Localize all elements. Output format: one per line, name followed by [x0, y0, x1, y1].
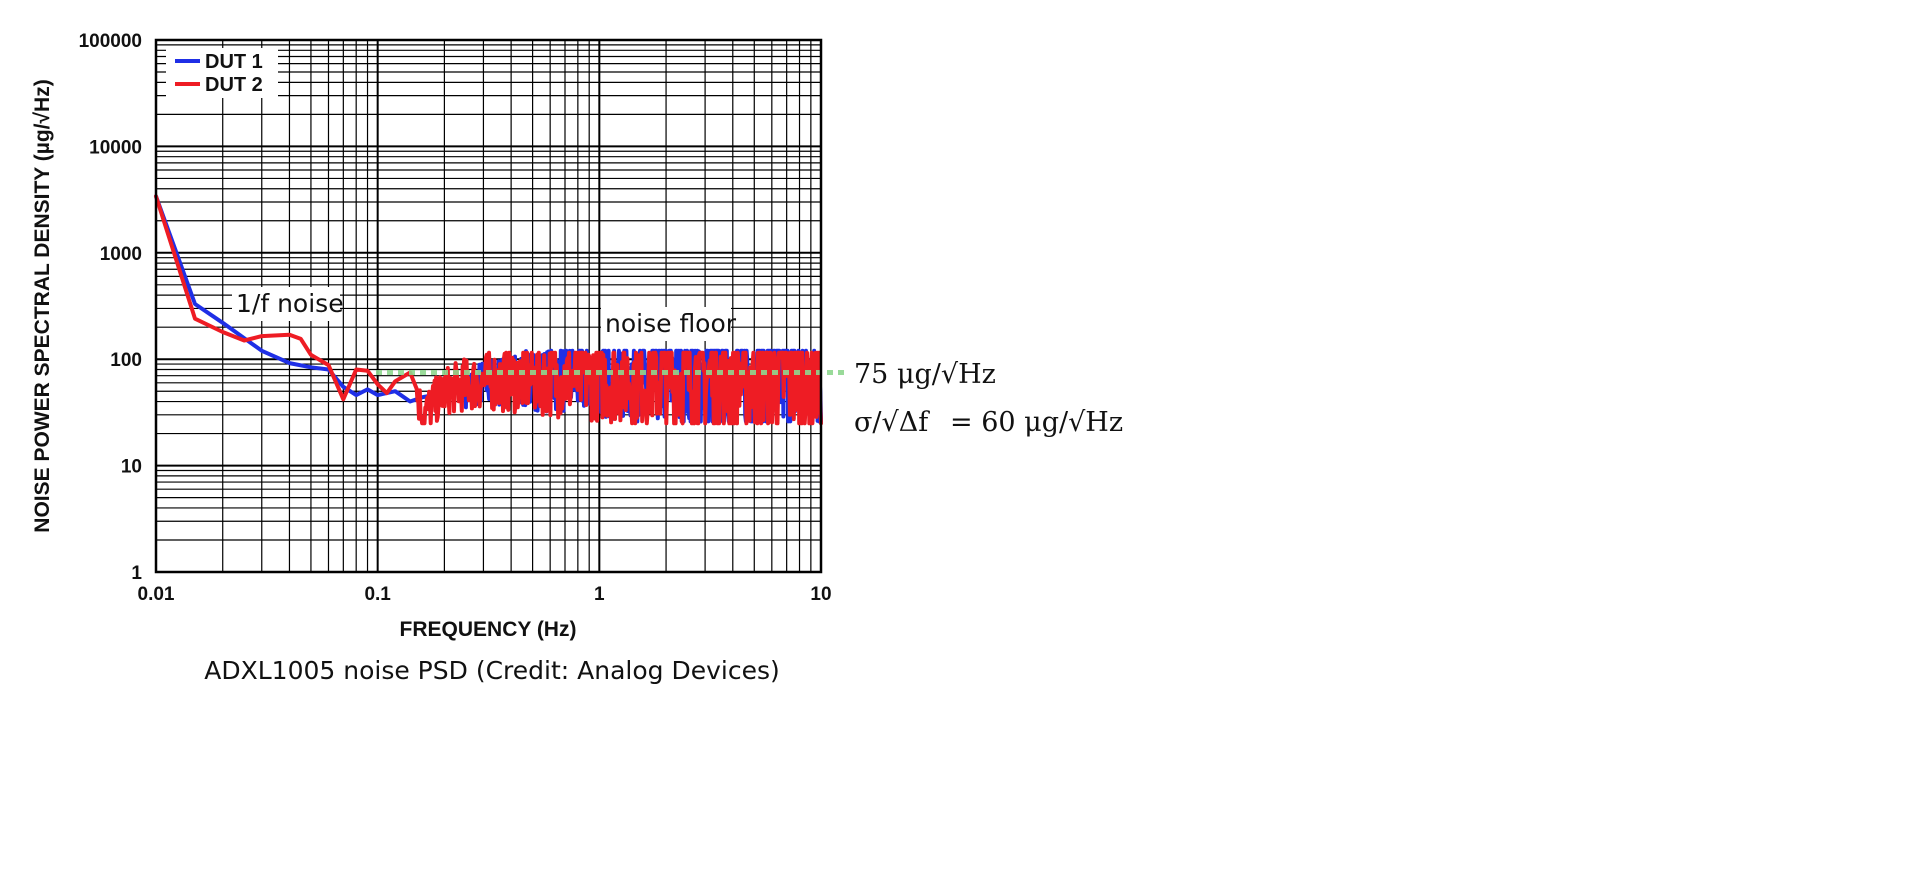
series-layer [154, 194, 823, 426]
y-axis-title: NOISE POWER SPECTRAL DENSITY (µg/√Hz) [31, 79, 54, 532]
y-tick-label: 10 [121, 457, 142, 478]
one-over-f-label: 1/f noise [236, 289, 344, 318]
y-tick-label: 1000 [100, 244, 142, 265]
noise-floor-label-bg [601, 307, 731, 341]
x-tick-label: 10 [810, 584, 831, 605]
sigma-equation-rhs: = 60 μg/√Hz [950, 407, 1123, 438]
legend-label-dut1: DUT 1 [205, 51, 263, 73]
one-over-f-label-bg [232, 287, 340, 321]
sigma-equation-lhs: σ/√Δf [854, 407, 930, 438]
y-tick-label: 10000 [89, 137, 142, 158]
y-tick-label: 1 [131, 563, 142, 584]
tick-labels: 0.01 0.1 1 10 1 10 100 1000 10000 100000 [79, 31, 832, 605]
series-line-dut2 [154, 194, 823, 426]
legend: DUT 1 DUT 2 [166, 48, 278, 98]
legend-box [166, 48, 278, 98]
x-axis-title: FREQUENCY (Hz) [400, 618, 577, 641]
y-tick-label: 100 [110, 350, 142, 371]
y-tick-label: 100000 [79, 31, 142, 52]
x-tick-label: 1 [594, 584, 605, 605]
level-75-label: 75 μg/√Hz [854, 359, 996, 390]
figure-caption: ADXL1005 noise PSD (Credit: Analog Devic… [204, 656, 780, 685]
plot-frame [154, 38, 823, 574]
x-tick-label: 0.1 [364, 584, 391, 605]
legend-label-dut2: DUT 2 [205, 74, 263, 96]
noise-floor-label: noise floor [605, 309, 737, 338]
x-tick-label: 0.01 [138, 584, 175, 605]
